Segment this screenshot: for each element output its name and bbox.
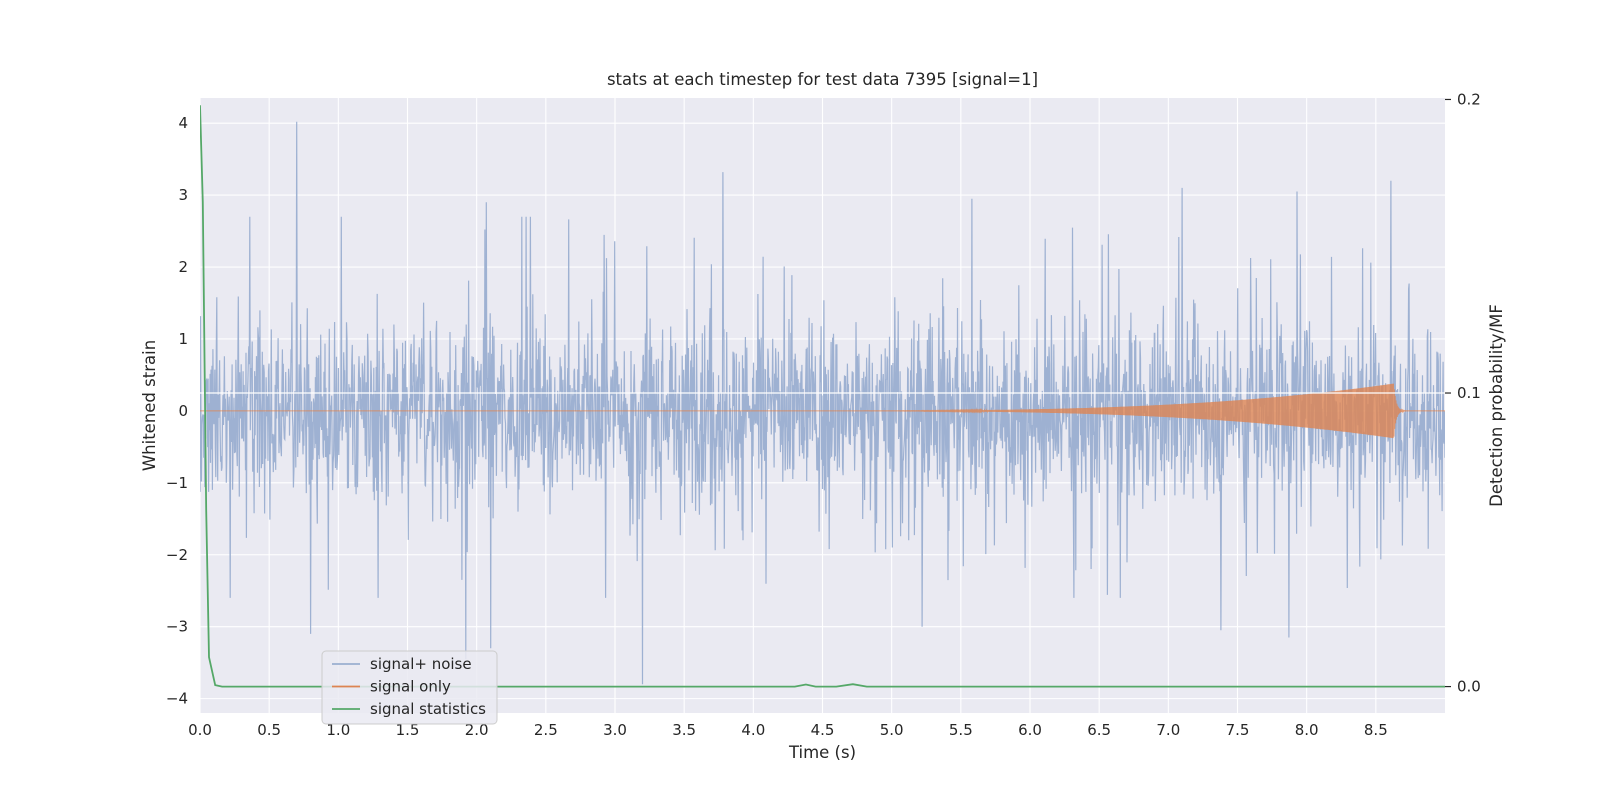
y-tick-label: 4 — [178, 114, 188, 132]
x-tick-label: 5.5 — [949, 721, 973, 739]
x-tick-label: 3.5 — [672, 721, 696, 739]
y2-axis-ticks: 0.2 0.1 0.0 — [1445, 90, 1481, 696]
legend-frame — [321, 650, 498, 725]
y-tick-label: −2 — [166, 546, 188, 564]
x-tick-label: 2.5 — [534, 721, 558, 739]
legend-label: signal only — [370, 678, 451, 696]
y-tick-label: 1 — [178, 330, 188, 348]
x-axis-label: Time (s) — [788, 743, 856, 762]
y-tick-label: 2 — [178, 258, 188, 276]
series-line-signal-statistics — [200, 105, 1445, 688]
x-tick-label: 2.0 — [465, 721, 489, 739]
legend-label: signal statistics — [370, 700, 486, 718]
series-line-signal-only — [200, 383, 1445, 439]
legend-label: signal+ noise — [370, 655, 472, 673]
x-tick-label: 7.0 — [1156, 721, 1180, 739]
x-tick-label: 3.0 — [603, 721, 627, 739]
y-tick-label: −4 — [166, 690, 188, 708]
x-tick-label: 1.5 — [396, 721, 420, 739]
x-tick-label: 7.5 — [1226, 721, 1250, 739]
series-layer — [200, 105, 1445, 688]
x-tick-label: 4.0 — [741, 721, 765, 739]
legend: signal+ noise signal only signal statistic… — [321, 650, 498, 725]
x-tick-label: 6.0 — [1018, 721, 1042, 739]
y-tick-label: −1 — [166, 474, 188, 492]
chart-title: stats at each timestep for test data 739… — [607, 70, 1038, 89]
y-tick-label: −3 — [166, 618, 188, 636]
x-tick-label: 8.5 — [1364, 721, 1388, 739]
x-tick-label: 0.5 — [257, 721, 281, 739]
y-tick-label: 3 — [178, 186, 188, 204]
y2-tick-label: 0.2 — [1457, 90, 1481, 108]
y-axis-label: Whitened strain — [140, 340, 159, 471]
y2-tick-label: 0.1 — [1457, 384, 1481, 402]
x-tick-label: 0.0 — [188, 721, 212, 739]
x-tick-label: 6.5 — [1087, 721, 1111, 739]
y2-tick-label: 0.0 — [1457, 678, 1481, 696]
y-axis-ticks: 4 3 2 1 0 −1 −2 −3 −4 — [166, 114, 188, 707]
x-tick-label: 4.5 — [811, 721, 835, 739]
x-tick-label: 8.0 — [1295, 721, 1319, 739]
x-tick-label: 5.0 — [880, 721, 904, 739]
x-tick-label: 1.0 — [326, 721, 350, 739]
y2-axis-label: Detection probability/MF — [1487, 304, 1506, 507]
y-tick-label: 0 — [178, 402, 188, 420]
x-axis-ticks: 0.0 0.5 1.0 1.5 2.0 2.5 3.0 3.5 4.0 4.5 5.0 5.5 6.0 6… — [188, 721, 1388, 739]
